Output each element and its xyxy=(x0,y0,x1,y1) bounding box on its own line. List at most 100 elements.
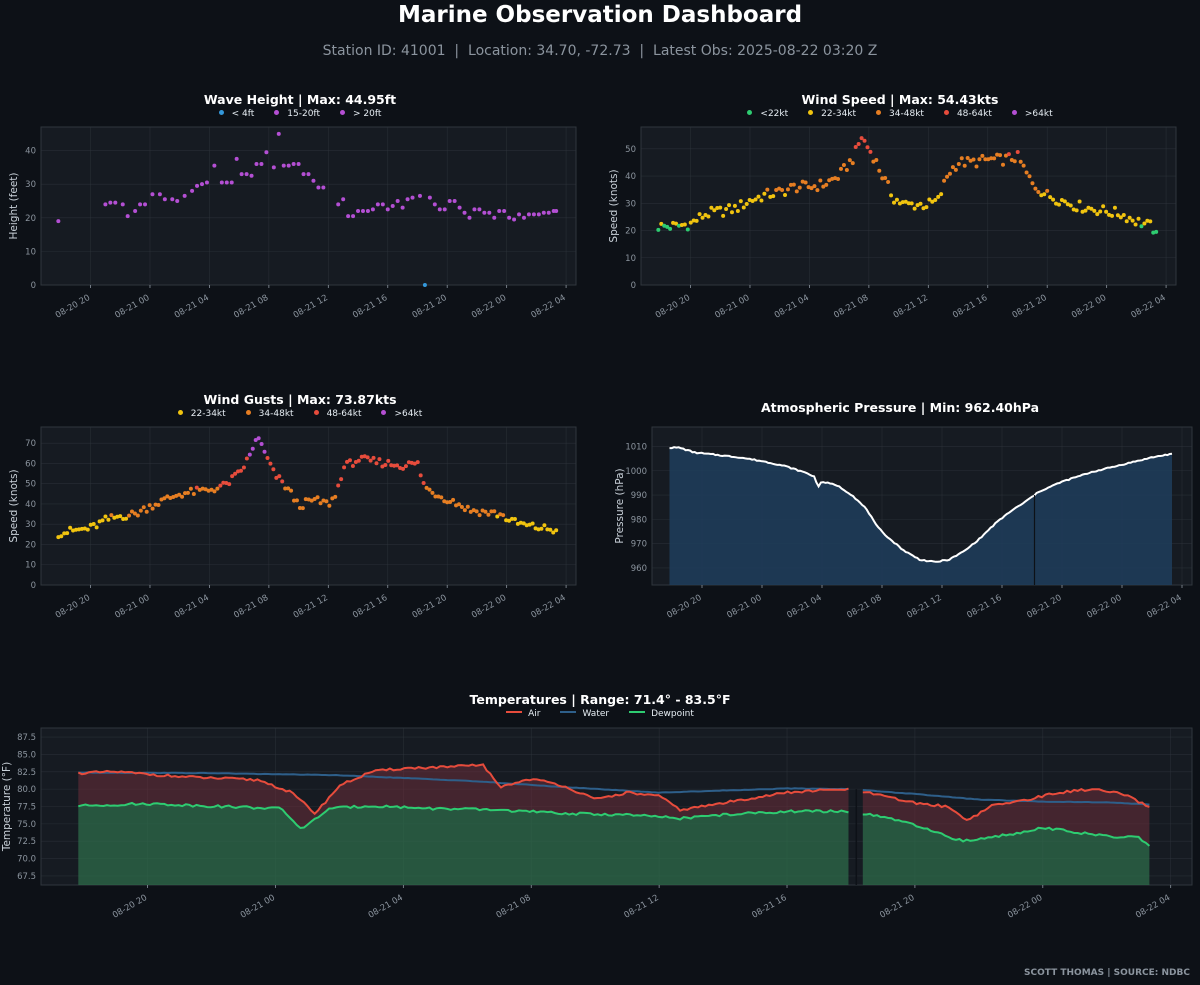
legend-item: 15-20ft xyxy=(274,109,320,119)
wind-point xyxy=(824,182,829,187)
y-tick-label: 980 xyxy=(631,515,647,525)
x-tick-label: 08-21 16 xyxy=(965,593,1003,621)
wind-point xyxy=(700,215,705,220)
wind-point xyxy=(1121,212,1126,217)
wave-point xyxy=(56,219,61,224)
gust-point xyxy=(103,514,108,519)
wave-point xyxy=(432,202,437,207)
wind-point xyxy=(950,165,955,170)
temperatures-panel: 67.5 70.0 72.5 75.0 77.5 80.0 82.5 85.0 87.5 08-2… xyxy=(0,685,1200,955)
wave-point xyxy=(321,185,326,190)
wind-point xyxy=(1142,221,1147,226)
wind-point xyxy=(1001,162,1006,167)
gust-point xyxy=(135,513,140,518)
wind-point xyxy=(1077,199,1082,204)
gust-point xyxy=(188,486,193,491)
wind-point xyxy=(1083,208,1088,213)
gust-point xyxy=(238,468,243,473)
x-tick-label: 08-21 00 xyxy=(239,893,277,921)
wave-point xyxy=(182,193,187,198)
wind-point xyxy=(1133,222,1138,227)
wind-point xyxy=(1027,174,1032,179)
gust-point xyxy=(477,513,482,518)
gust-point xyxy=(292,498,297,503)
y-tick-label: 0 xyxy=(31,281,36,291)
gust-point xyxy=(530,521,535,526)
gust-point xyxy=(165,494,170,499)
gust-point xyxy=(62,531,67,536)
gust-point xyxy=(215,486,220,491)
wave-point xyxy=(120,202,125,207)
wind-point xyxy=(909,201,914,206)
wind-point xyxy=(892,200,897,205)
gust-point xyxy=(250,446,255,451)
x-tick-label: 08-21 08 xyxy=(832,293,870,321)
pressure-fill xyxy=(669,447,1172,585)
gust-point xyxy=(153,502,158,507)
wave-point xyxy=(410,195,415,200)
station-subtitle: Station ID: 41001 | Location: 34.70, -72… xyxy=(322,43,878,59)
air-line xyxy=(77,763,849,816)
wave-point xyxy=(502,209,507,214)
wind-point xyxy=(718,205,723,210)
legend-item: > 20ft xyxy=(339,109,381,119)
wind-point xyxy=(1015,149,1020,154)
legend-item: >64kt xyxy=(381,409,422,419)
wind-point xyxy=(956,161,961,166)
x-tick-label: 08-21 16 xyxy=(351,593,389,621)
gust-point xyxy=(150,506,155,511)
y-tick-label: 40 xyxy=(25,147,36,157)
wind-point xyxy=(1130,218,1135,223)
wave-point xyxy=(264,150,269,155)
footer-credit: SCOTT THOMAS | SOURCE: NDBC xyxy=(1024,968,1190,978)
dewpoint-line xyxy=(78,801,849,830)
wind-point xyxy=(989,156,994,161)
gust-point xyxy=(247,452,252,457)
gust-point xyxy=(418,473,423,478)
y-tick-label: 1000 xyxy=(625,467,647,477)
y-tick-label: 40 xyxy=(625,172,636,182)
gust-point xyxy=(347,458,352,463)
legend-label: 15-20ft xyxy=(287,109,320,119)
legend-swatch xyxy=(339,110,345,115)
pressure-line xyxy=(669,446,1173,563)
x-tick-label: 08-21 08 xyxy=(495,893,533,921)
dashboard-title: Marine Observation Dashboard xyxy=(397,2,803,28)
wave-point xyxy=(281,163,286,168)
gust-point xyxy=(474,509,479,514)
wave-point xyxy=(125,214,130,219)
wind-point xyxy=(971,157,976,162)
wind-point xyxy=(841,162,846,167)
y-tick-label: 30 xyxy=(625,199,636,209)
x-tick-label: 08-21 16 xyxy=(951,293,989,321)
gust-point xyxy=(374,461,379,466)
wave-point xyxy=(360,209,365,214)
chart-title: Temperatures | Range: 71.4° - 83.5°F xyxy=(469,692,731,707)
gust-point xyxy=(185,490,190,495)
wind-point xyxy=(930,199,935,204)
gust-point xyxy=(147,503,152,508)
air-dewpoint-band xyxy=(78,764,849,828)
gust-point xyxy=(342,465,347,470)
wind-point xyxy=(659,221,664,226)
wind-point xyxy=(871,159,876,164)
gust-point xyxy=(336,483,341,488)
wind-point xyxy=(903,199,908,204)
gust-point xyxy=(356,458,361,463)
gust-point xyxy=(297,506,302,511)
gust-point xyxy=(138,508,143,513)
wave-point xyxy=(138,202,143,207)
water-line xyxy=(862,789,1150,806)
wind-point xyxy=(1154,229,1159,234)
wind-point xyxy=(1024,170,1029,175)
x-tick-label: 08-21 04 xyxy=(785,593,823,621)
gust-point xyxy=(59,534,64,539)
wave-point xyxy=(175,198,180,203)
y-tick-label: 70 xyxy=(25,439,36,449)
wind-point xyxy=(912,206,917,211)
legend-swatch xyxy=(313,410,319,415)
gust-point xyxy=(368,458,373,463)
wave-point xyxy=(316,185,321,190)
wave-point xyxy=(195,183,200,188)
wind-point xyxy=(821,184,826,189)
